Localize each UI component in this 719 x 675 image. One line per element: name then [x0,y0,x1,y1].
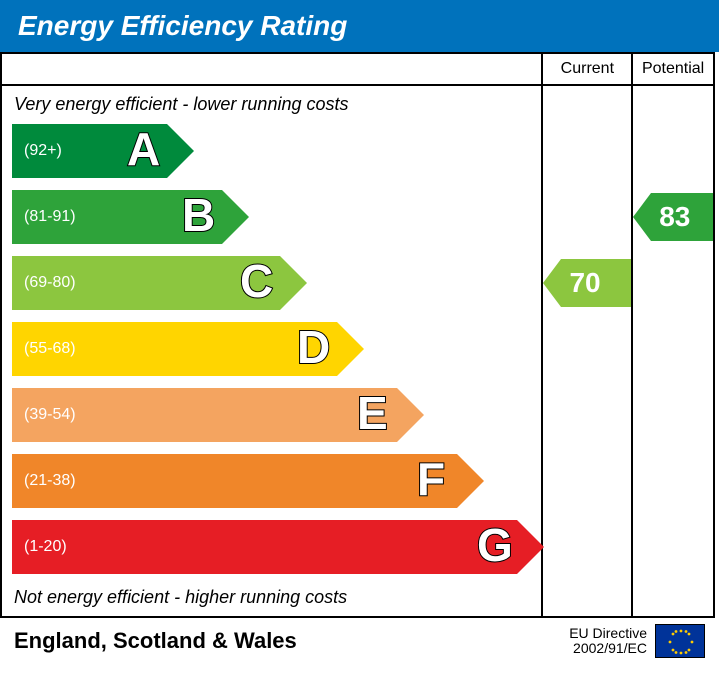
band-c: (69-80) C [12,256,307,310]
band-e: (39-54) E [12,388,424,442]
potential-pointer-value: 83 [651,193,713,241]
band-range: (81-91) [12,208,76,226]
footer: England, Scotland & Wales EU Directive 2… [0,618,719,664]
band-letter: B [182,188,215,242]
current-pointer-value: 70 [561,259,631,307]
band-letter: D [297,320,330,374]
eu-line1: EU Directive [569,626,647,641]
band-range: (1-20) [12,538,67,556]
band-letter: F [417,452,445,506]
current-column: 70 [543,86,633,616]
title-text: Energy Efficiency Rating [18,10,347,41]
top-label: Very energy efficient - lower running co… [2,86,541,119]
band-letter: C [240,254,273,308]
potential-column: 83 [633,86,713,616]
header-spacer [2,54,543,84]
band-range: (69-80) [12,274,76,292]
band-letter: A [127,122,160,176]
bottom-label: Not energy efficient - higher running co… [2,583,359,616]
band-a: (92+) A [12,124,194,178]
col-header-current: Current [543,54,633,84]
band-letter: E [357,386,388,440]
bar-area: (92+) A (81-91) B (69-80) C (55-68) D (39-54) E (2… [12,124,531,578]
col-header-potential: Potential [633,54,713,84]
eu-directive: EU Directive 2002/91/EC [569,624,705,658]
eu-directive-text: EU Directive 2002/91/EC [569,626,647,657]
band-range: (21-38) [12,472,76,490]
region-label: England, Scotland & Wales [14,628,297,654]
band-g: (1-20) G [12,520,544,574]
header-row: Current Potential [2,54,713,86]
band-range: (55-68) [12,340,76,358]
eu-line2: 2002/91/EC [569,641,647,656]
band-b: (81-91) B [12,190,249,244]
epc-chart: Energy Efficiency Rating Current Potenti… [0,0,719,675]
band-range: (39-54) [12,406,76,424]
band-range: (92+) [12,142,62,160]
band-f: (21-38) F [12,454,484,508]
bars-cell: Very energy efficient - lower running co… [2,86,543,616]
epc-table: Current Potential Very energy efficient … [0,52,715,618]
eu-flag-icon [655,624,705,658]
band-letter: G [477,518,513,572]
band-d: (55-68) D [12,322,364,376]
title-bar: Energy Efficiency Rating [0,0,719,52]
potential-pointer: 83 [633,193,713,241]
current-pointer: 70 [543,259,631,307]
body-row: Very energy efficient - lower running co… [2,86,713,616]
